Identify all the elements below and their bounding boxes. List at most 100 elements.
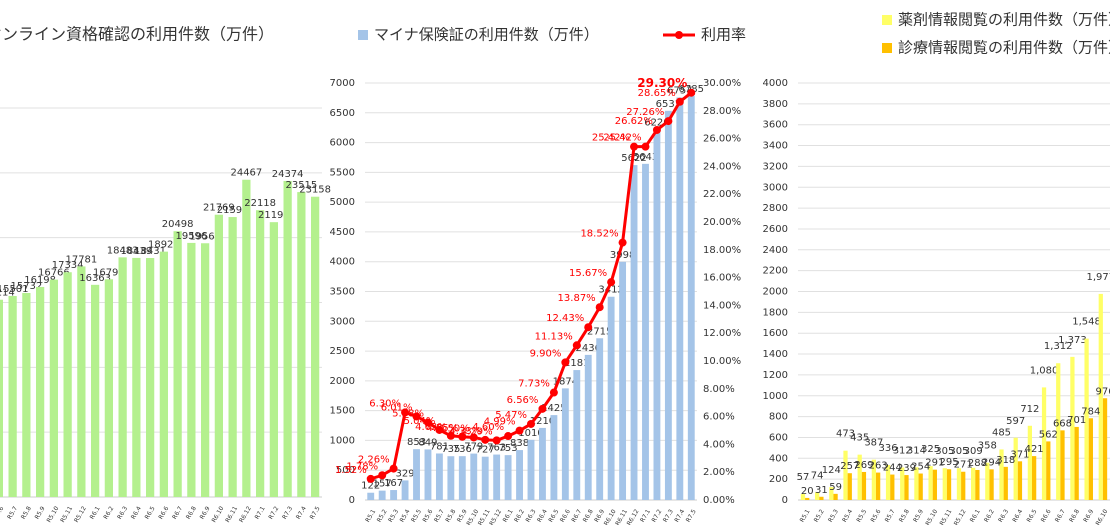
x-tick-label: R5.8 xyxy=(20,505,33,521)
line-marker xyxy=(549,388,558,397)
line-marker xyxy=(401,408,410,417)
line-marker xyxy=(458,432,467,441)
y-tick-label: 6500 xyxy=(330,108,355,119)
data-label: 21590 xyxy=(217,205,249,216)
y-tick-label: 2500 xyxy=(330,346,355,357)
x-tick-label: R5.6 xyxy=(422,508,435,524)
x-tick-label: R5.5 xyxy=(855,508,868,524)
y-tick-label: 3600 xyxy=(763,120,788,131)
data-label: 6.01% xyxy=(381,402,413,413)
y-tick-label: 400 xyxy=(769,453,788,464)
bar xyxy=(458,456,466,500)
bar xyxy=(843,450,848,500)
bar xyxy=(829,487,834,500)
bar xyxy=(946,469,952,500)
bar xyxy=(876,472,881,500)
x-tick-label: R6.6 xyxy=(1040,508,1053,524)
line-marker xyxy=(561,358,570,367)
y2-tick-label: 4.00% xyxy=(703,439,735,450)
data-label: 25.42% xyxy=(592,133,630,144)
y2-tick-label: 20.00% xyxy=(703,217,741,228)
bar xyxy=(928,466,933,500)
x-tick-label: R6.10 xyxy=(211,505,226,524)
y2-tick-label: 16.00% xyxy=(703,273,741,284)
bar xyxy=(956,468,962,500)
y-tick-label: 1000 xyxy=(763,391,788,402)
line-marker xyxy=(675,97,684,106)
x-tick-label: R7.1 xyxy=(639,508,652,524)
data-label: 325 xyxy=(921,444,940,455)
line-marker xyxy=(492,436,501,445)
data-label: 1874 xyxy=(553,376,578,387)
bar xyxy=(401,480,409,500)
y2-tick-label: 0.00% xyxy=(703,495,735,506)
data-label: 387 xyxy=(864,438,883,449)
bar xyxy=(242,179,251,497)
line-marker xyxy=(607,278,616,287)
x-tick-label: R6.12 xyxy=(626,508,641,525)
data-label: 57 xyxy=(797,472,810,483)
x-tick-label: R5.9 xyxy=(912,508,925,524)
bar xyxy=(1060,430,1065,500)
data-label: 16766 xyxy=(38,268,70,279)
y2-tick-label: 6.00% xyxy=(703,412,735,423)
data-label: 21769 xyxy=(203,203,235,214)
bar xyxy=(159,251,168,497)
x-tick-label: R6.9 xyxy=(199,505,212,521)
y-tick-label: 2000 xyxy=(330,376,355,387)
data-label: 21195 xyxy=(258,210,290,221)
data-label: 5.04% xyxy=(404,416,436,427)
line-marker xyxy=(366,474,375,483)
x-tick-label: R6.6 xyxy=(157,505,170,521)
line-marker xyxy=(572,341,581,350)
x-tick-label: R5.10 xyxy=(924,508,939,525)
x-tick-label: R6.8 xyxy=(1068,508,1081,524)
data-label: 18922 xyxy=(148,240,180,251)
bar xyxy=(435,453,443,500)
data-label: 12.43% xyxy=(546,313,584,324)
y2-tick-label: 8.00% xyxy=(703,384,735,395)
data-label: 1010 xyxy=(518,428,543,439)
x-tick-label: R5.7 xyxy=(433,508,446,524)
bar xyxy=(22,293,31,497)
bar xyxy=(630,165,638,501)
bar xyxy=(311,196,320,497)
data-label: 6.30% xyxy=(369,398,401,409)
data-label: 20498 xyxy=(162,219,194,230)
bar xyxy=(815,492,820,500)
data-label: 74 xyxy=(811,470,824,481)
x-tick-label: R5.4 xyxy=(841,508,854,524)
y2-tick-label: 30.00% xyxy=(703,78,741,89)
bar xyxy=(890,474,895,500)
x-tick-label: R6.4 xyxy=(130,505,143,521)
data-label: 18431 xyxy=(134,246,166,257)
bar xyxy=(390,490,398,500)
x-tick-label: R5.2 xyxy=(376,508,389,524)
data-label: 167 xyxy=(384,478,403,489)
data-label: 257 xyxy=(840,461,859,472)
bar xyxy=(904,475,909,500)
data-label: 4.33% xyxy=(449,426,481,437)
bar xyxy=(871,459,876,500)
data-label: 763 xyxy=(487,443,506,454)
legend-swatch xyxy=(882,43,892,53)
x-tick-label: R6.5 xyxy=(547,508,560,524)
bar xyxy=(1046,441,1051,500)
bar xyxy=(1013,437,1018,500)
data-label: 28.65% xyxy=(638,88,676,99)
data-label: 239 xyxy=(897,463,916,474)
data-label: 59 xyxy=(829,482,842,493)
bar xyxy=(470,453,478,500)
data-label: 3998 xyxy=(610,250,635,261)
x-tick-label: R6.4 xyxy=(536,508,549,524)
x-tick-label: R6.11 xyxy=(224,505,239,524)
bar xyxy=(664,110,672,500)
data-label: 4.60% xyxy=(472,422,504,433)
bar xyxy=(918,473,923,500)
legend-swatch xyxy=(358,30,368,40)
bar xyxy=(1017,461,1023,500)
y-tick-label: 4000 xyxy=(330,257,355,268)
bar xyxy=(504,455,512,500)
data-label: 5.58% xyxy=(392,408,424,419)
bar xyxy=(493,454,501,500)
